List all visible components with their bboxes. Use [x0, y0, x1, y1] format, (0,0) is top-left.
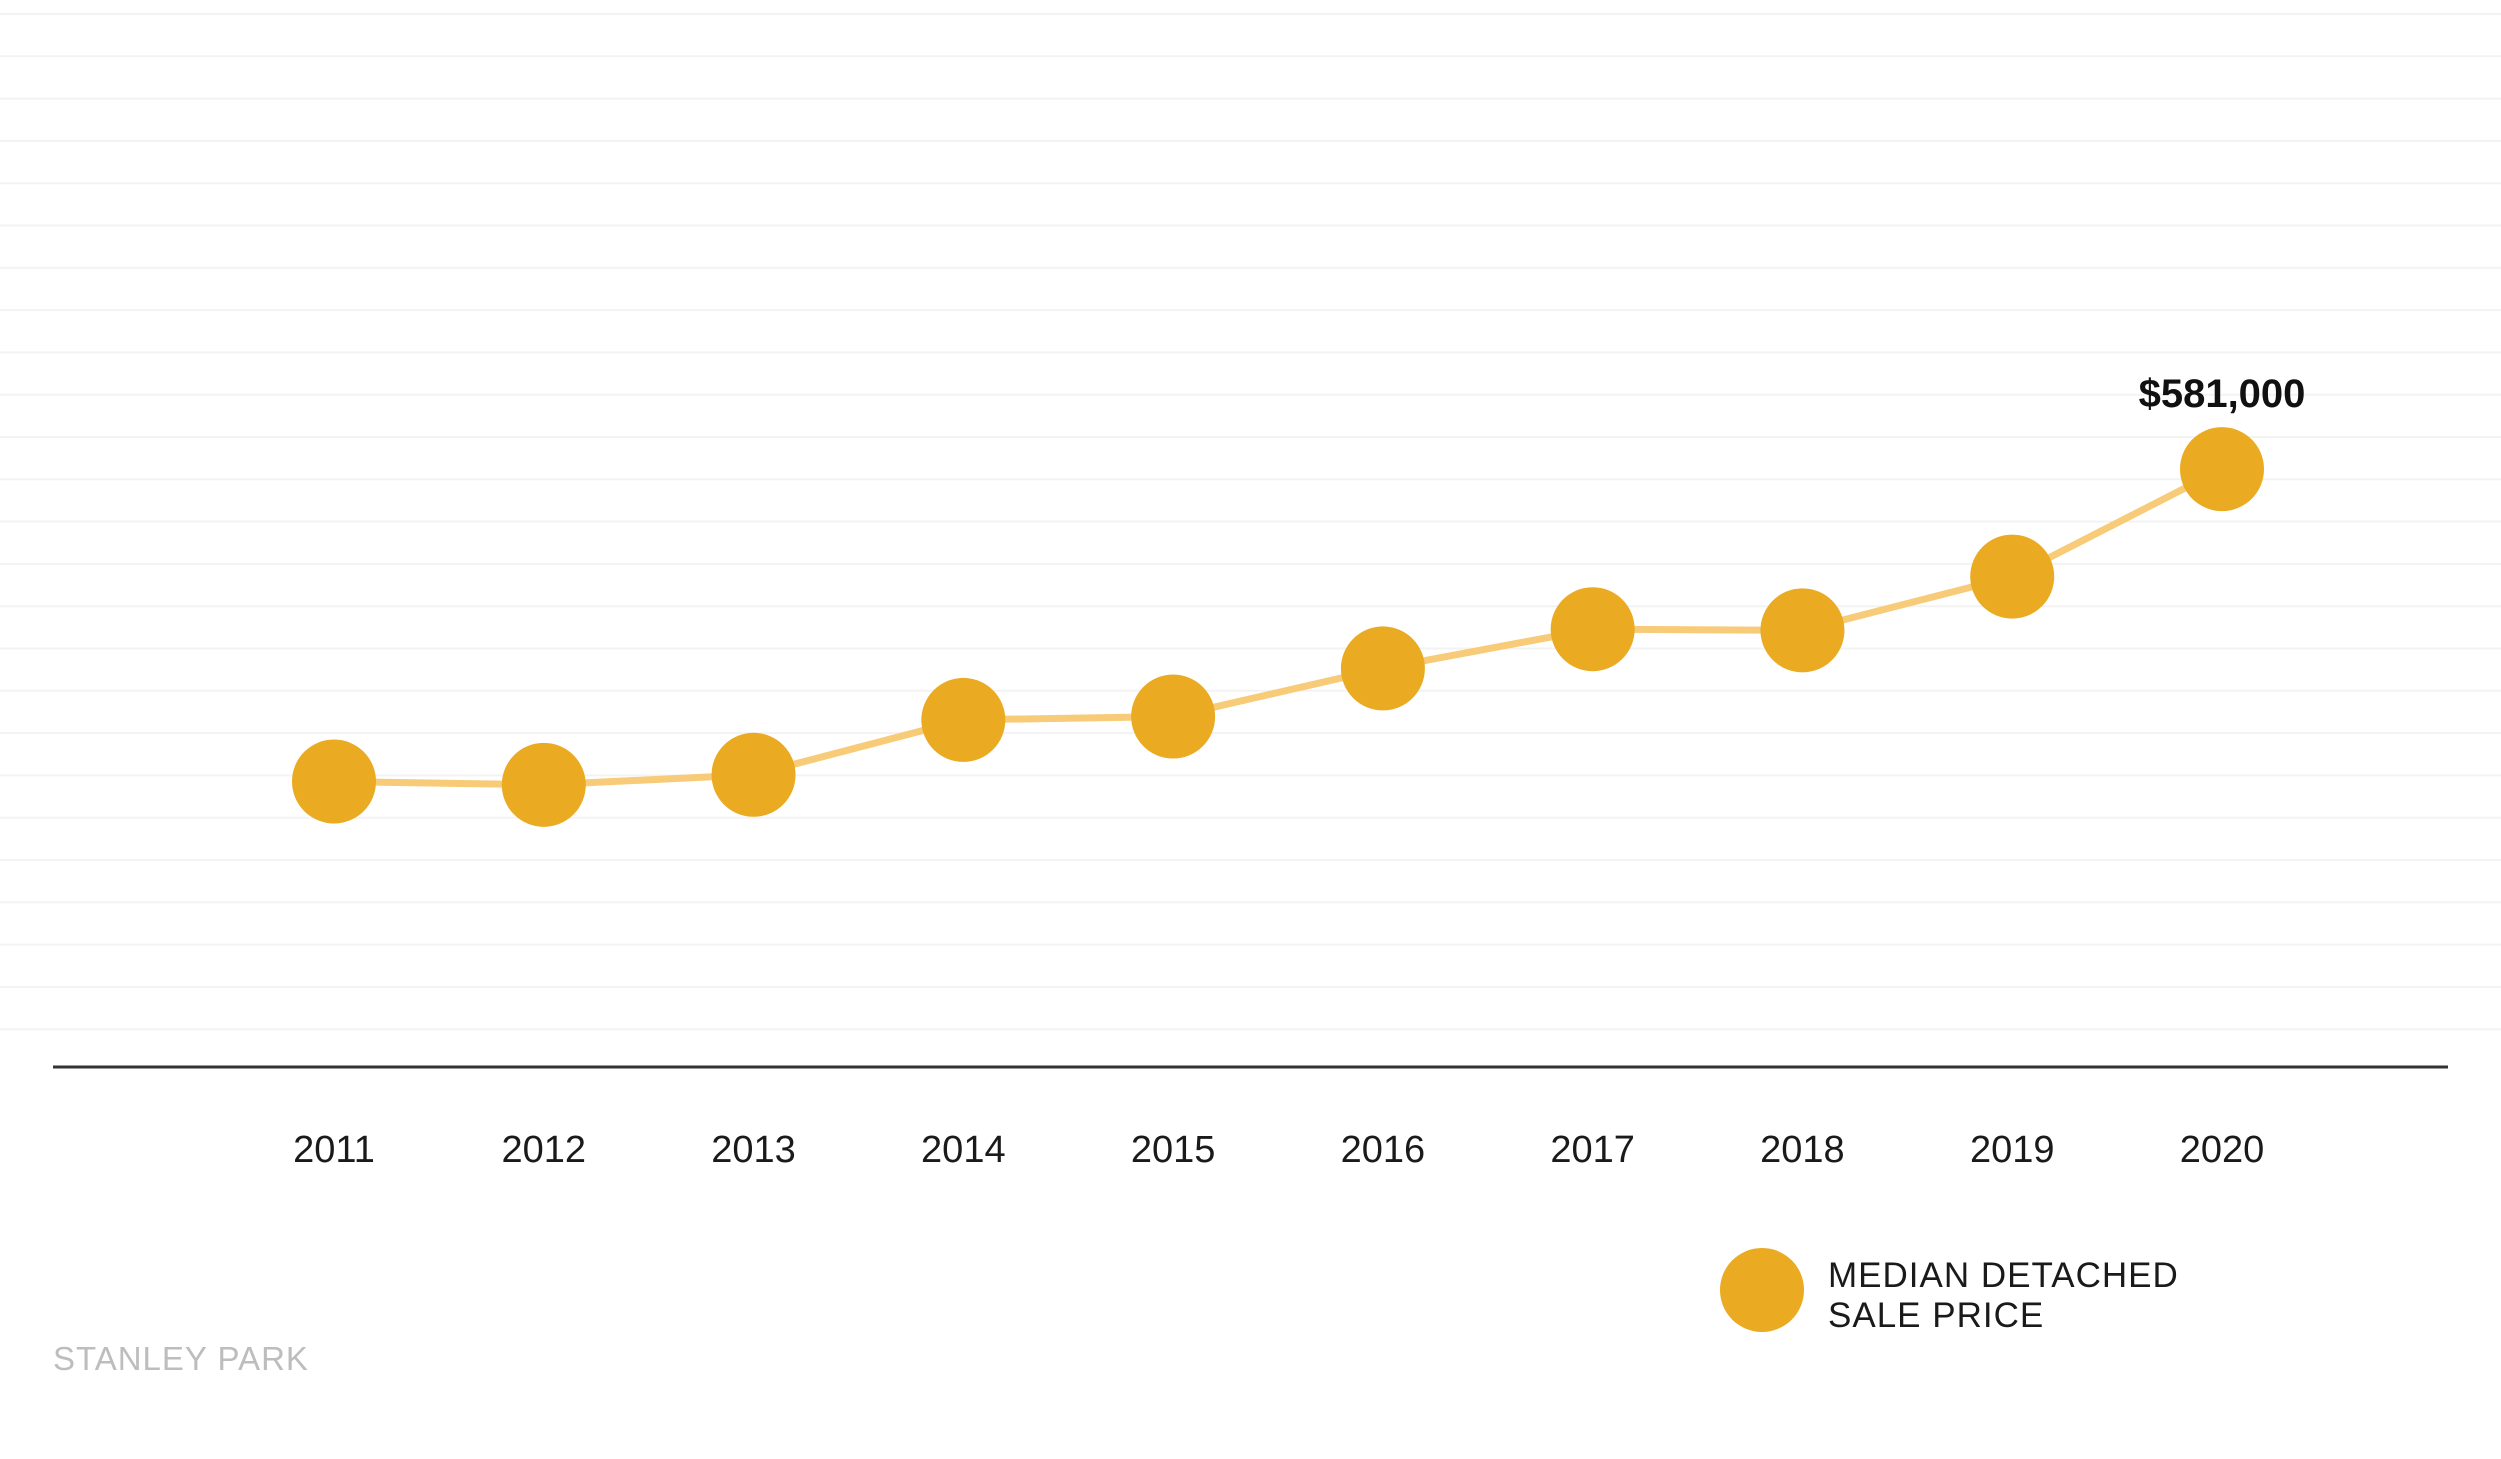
- data-point-2013: [711, 732, 796, 817]
- legend-label-line-1: MEDIAN DETACHED: [1828, 1256, 2179, 1295]
- x-tick-label-2012: 2012: [502, 1129, 587, 1171]
- data-point-2011: [292, 739, 376, 824]
- x-tick-label-2015: 2015: [1131, 1129, 1216, 1171]
- series-line: [333, 466, 2224, 789]
- x-tick-label-2018: 2018: [1760, 1129, 1845, 1171]
- series-line-path: [333, 466, 2224, 789]
- x-tick-label-2016: 2016: [1341, 1129, 1426, 1171]
- annotations: $581,000: [2139, 372, 2306, 416]
- legend-marker: [1720, 1248, 1804, 1332]
- data-label-2020: $581,000: [2139, 372, 2306, 416]
- x-tick-label-2014: 2014: [921, 1129, 1006, 1171]
- legend-label-line-2: SALE PRICE: [1828, 1296, 2044, 1335]
- x-tick-labels: 2011 2012 2013 2014 2015 2016 2017 2018 2019 2020: [293, 1129, 2264, 1171]
- footer-label: STANLEY PARK: [53, 1340, 309, 1377]
- x-tick-label-2020: 2020: [2180, 1129, 2265, 1171]
- data-point-2018: [1760, 588, 1845, 673]
- grid-lines: [0, 13, 2501, 1031]
- legend: MEDIAN DETACHED SALE PRICE: [1720, 1248, 2179, 1335]
- data-point-2012: [501, 742, 586, 827]
- data-point-2019: [1970, 534, 2055, 619]
- data-point-2015: [1131, 674, 1216, 759]
- data-point-2014: [921, 677, 1006, 762]
- data-point-2017: [1550, 587, 1635, 672]
- series-markers: [292, 427, 2264, 827]
- x-tick-label-2019: 2019: [1970, 1129, 2055, 1171]
- data-point-2016: [1340, 626, 1425, 711]
- x-tick-label-2013: 2013: [711, 1129, 796, 1171]
- data-point-2020: [2180, 427, 2264, 512]
- x-tick-label-2011: 2011: [293, 1129, 375, 1171]
- x-tick-label-2017: 2017: [1550, 1129, 1635, 1171]
